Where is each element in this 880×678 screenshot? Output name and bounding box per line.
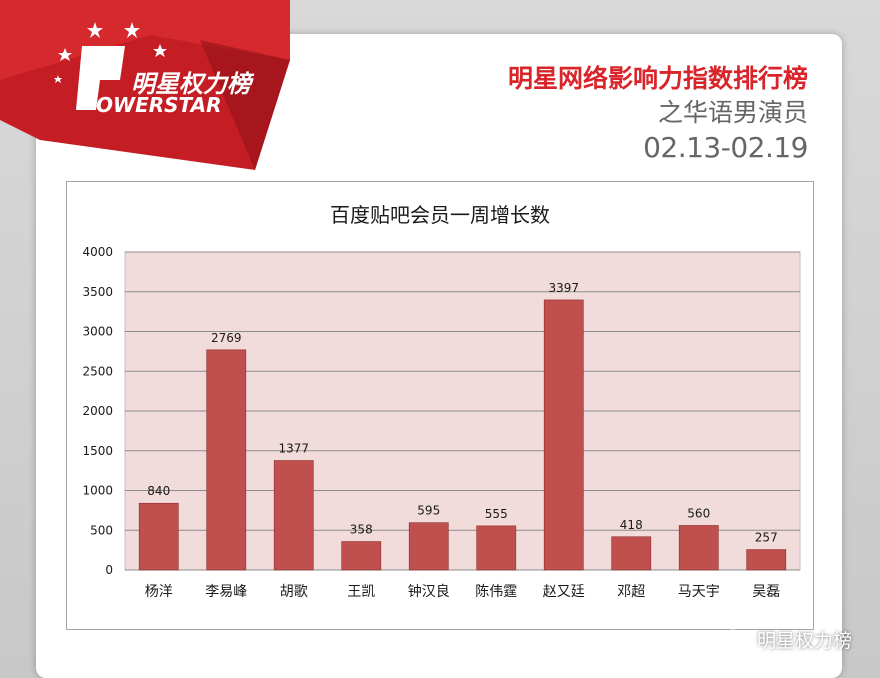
x-tick-label: 杨洋 (145, 584, 173, 600)
y-tick-label: 3000 (82, 325, 113, 339)
powerstar-p-icon (76, 46, 125, 110)
bar (678, 525, 719, 571)
y-tick-label: 4000 (82, 245, 113, 259)
bar (273, 460, 314, 571)
page-header: 明星网络影响力指数排行榜 之华语男演员 02.13-02.19 (507, 62, 809, 166)
page-title: 明星网络影响力指数排行榜 (507, 64, 808, 93)
data-label: 358 (350, 523, 373, 537)
data-label: 560 (687, 506, 710, 520)
x-tick-label: 马天宇 (678, 584, 720, 600)
x-tick-label: 钟汉良 (408, 583, 450, 600)
bar (543, 299, 584, 571)
wechat-icon (723, 629, 749, 649)
y-tick-label: 1000 (82, 484, 113, 498)
y-tick-label: 500 (90, 523, 113, 537)
data-label: 555 (485, 507, 508, 521)
x-tick-label: 赵又廷 (543, 584, 585, 600)
x-tick-label: 李易峰 (205, 584, 247, 600)
chart-container: 百度贴吧会员一周增长数 0 500 1000 1500 2000 2500 3000 3500 4… (66, 181, 814, 630)
bar (206, 349, 247, 571)
bar (341, 541, 382, 571)
data-label: 418 (620, 518, 643, 532)
chart-title: 百度贴吧会员一周增长数 (330, 203, 550, 227)
star-icons (54, 22, 167, 83)
x-tick-label: 王凯 (347, 584, 375, 600)
y-tick-label: 2500 (82, 364, 113, 378)
y-tick-label: 3500 (82, 285, 113, 299)
x-tick-label: 邓超 (617, 584, 645, 600)
logo-en-text: OWERSTAR (96, 93, 222, 117)
y-tick-label: 0 (105, 563, 113, 577)
wechat-account-name: 明星权力榜 (756, 630, 852, 652)
y-tick-label: 1500 (82, 444, 113, 458)
page-subtitle: 之华语男演员 (657, 98, 808, 127)
data-label: 2769 (211, 331, 242, 345)
date-range: 02.13-02.19 (643, 131, 808, 164)
bar (408, 522, 449, 571)
logo-cn-text: 明星权力榜 (131, 70, 255, 98)
data-label: 1377 (278, 442, 309, 456)
bar (746, 549, 787, 571)
y-tick-label: 2000 (82, 404, 113, 418)
bar (476, 525, 517, 571)
x-tick-label: 胡歌 (280, 584, 308, 600)
bar (138, 502, 179, 571)
powerstar-logo-badge: 明星权力榜 OWERSTAR (0, 0, 290, 170)
data-label: 3397 (548, 281, 579, 295)
bar-chart: 百度贴吧会员一周增长数 0 500 1000 1500 2000 2500 3000 3500 4… (82, 203, 801, 600)
bar (611, 536, 652, 571)
x-tick-label: 陈伟霆 (475, 583, 517, 600)
data-label: 257 (755, 531, 778, 545)
data-label: 595 (417, 504, 440, 518)
x-tick-label: 吴磊 (752, 584, 780, 600)
data-label: 840 (147, 484, 170, 498)
wechat-footer: 明星权力榜 (723, 626, 852, 653)
